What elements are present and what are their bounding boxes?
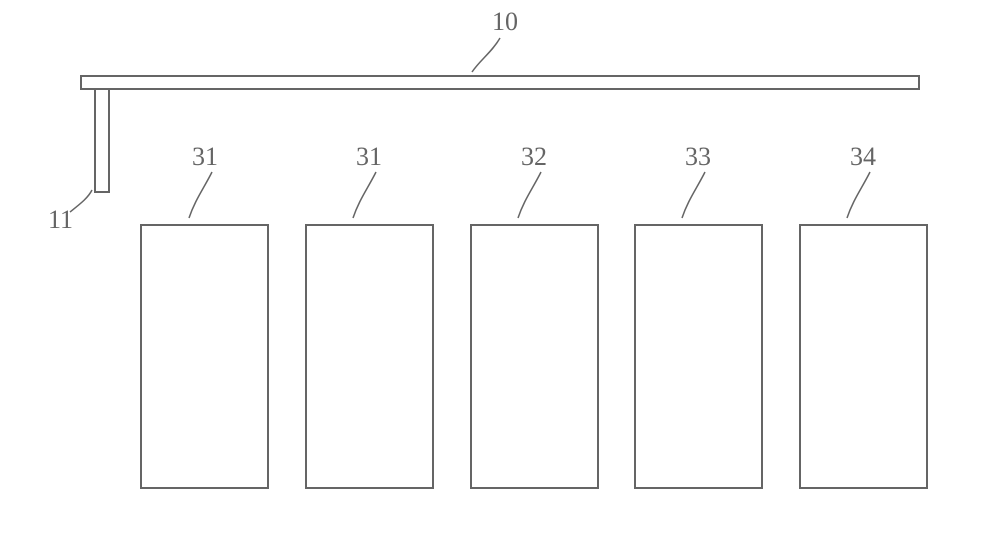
lead-box-4 — [847, 172, 870, 218]
technical-diagram: 10 11 31 31 32 33 34 — [0, 0, 1000, 535]
label-box-1: 31 — [356, 142, 382, 171]
label-box-3: 33 — [685, 142, 711, 171]
box-4 — [800, 225, 927, 488]
box-2 — [471, 225, 598, 488]
lead-10 — [472, 38, 500, 72]
label-11: 11 — [48, 205, 73, 234]
lead-box-2 — [518, 172, 541, 218]
lead-box-1 — [353, 172, 376, 218]
box-1 — [306, 225, 433, 488]
label-box-2: 32 — [521, 142, 547, 171]
lead-11 — [70, 190, 92, 212]
box-3 — [635, 225, 762, 488]
peg — [95, 89, 109, 192]
lead-box-0 — [189, 172, 212, 218]
label-10: 10 — [492, 7, 518, 36]
label-box-4: 34 — [850, 142, 876, 171]
lead-box-3 — [682, 172, 705, 218]
box-0 — [141, 225, 268, 488]
label-box-0: 31 — [192, 142, 218, 171]
top-bar — [81, 76, 919, 89]
